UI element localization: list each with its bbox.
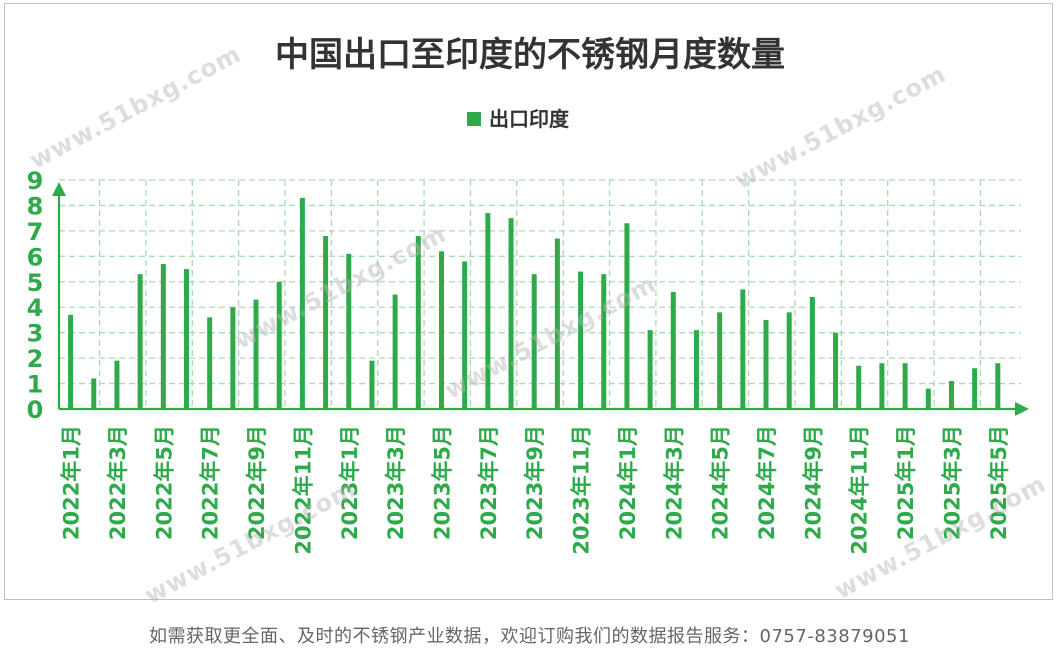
bar (183, 269, 189, 409)
axes (52, 182, 1029, 416)
bar (647, 330, 653, 409)
bar (856, 365, 862, 409)
x-tick-label: 2022年1月 (60, 425, 84, 540)
bar (438, 251, 444, 409)
x-tick-label: 2024年5月 (709, 425, 733, 540)
x-tick-label: 2023年1月 (338, 425, 362, 540)
legend: 出口印度 (467, 107, 570, 131)
bar (740, 289, 746, 409)
bar (531, 274, 537, 409)
x-tick-label: 2022年11月 (291, 425, 315, 555)
bar (972, 368, 978, 409)
bar (601, 274, 607, 409)
y-tick-label: 9 (27, 167, 44, 195)
x-tick-label: 2025年5月 (987, 425, 1011, 540)
bar (508, 218, 514, 409)
x-tick-label: 2022年3月 (106, 425, 130, 540)
bar (323, 235, 329, 409)
bar (485, 213, 491, 409)
bar (925, 388, 931, 409)
bar (763, 319, 769, 409)
bar (230, 307, 236, 409)
bar (369, 360, 375, 409)
bar (902, 363, 908, 409)
bar (462, 261, 468, 409)
legend-label: 出口印度 (489, 107, 570, 131)
x-tick-label: 2022年5月 (152, 425, 176, 540)
bars (68, 197, 1001, 409)
footer-note: 如需获取更全面、及时的不锈钢产业数据，欢迎订购我们的数据报告服务：0757-83… (149, 626, 910, 647)
grid (59, 179, 1021, 409)
x-tick-label: 2025年1月 (894, 425, 918, 540)
bar (786, 312, 792, 409)
bar (879, 363, 885, 409)
y-axis-arrow (52, 182, 66, 196)
bar (554, 238, 560, 409)
bar (276, 281, 282, 409)
bar (578, 271, 584, 409)
x-tick-label: 2025年3月 (940, 425, 964, 540)
bar (948, 381, 954, 409)
x-tick-labels: 2022年1月 2022年3月 2022年5月 2022年7月 2022年9月 2022年… (60, 425, 1011, 555)
x-tick-label: 2023年7月 (477, 425, 501, 540)
y-tick-label: 4 (27, 294, 44, 322)
x-tick-label: 2024年11月 (848, 425, 872, 555)
x-tick-label: 2022年9月 (245, 425, 269, 540)
x-tick-label: 2022年7月 (199, 425, 223, 540)
x-axis-arrow (1015, 402, 1029, 416)
legend-swatch (467, 112, 481, 126)
bar (809, 297, 815, 409)
bar (693, 330, 699, 409)
bar (299, 197, 305, 409)
bar (160, 263, 166, 409)
x-tick-label: 2023年11月 (570, 425, 594, 555)
y-tick-label: 1 (27, 371, 44, 399)
x-tick-label: 2024年3月 (662, 425, 686, 540)
y-tick-label: 6 (27, 243, 44, 271)
bar (346, 253, 352, 409)
bar (68, 314, 74, 409)
y-tick-label: 2 (27, 345, 44, 373)
bar (207, 317, 213, 409)
x-tick-label: 2023年3月 (384, 425, 408, 540)
y-tick-label: 0 (27, 396, 44, 424)
bar (114, 360, 120, 409)
chart-title: 中国出口至印度的不锈钢月度数量 (275, 35, 785, 75)
x-tick-label: 2024年7月 (755, 425, 779, 540)
bar (91, 378, 97, 409)
bar (717, 312, 723, 409)
bar (253, 299, 259, 409)
x-tick-label: 2023年9月 (523, 425, 547, 540)
bar (670, 291, 676, 409)
bar (624, 223, 630, 409)
x-tick-label: 2024年1月 (616, 425, 640, 540)
x-tick-label: 2024年9月 (801, 425, 825, 540)
bar (392, 294, 398, 409)
x-tick-label: 2023年5月 (430, 425, 454, 540)
bar (415, 235, 421, 409)
bar (833, 332, 839, 409)
y-tick-label: 7 (27, 218, 44, 246)
y-tick-label: 3 (27, 320, 44, 348)
y-tick-label: 5 (27, 269, 44, 297)
bar (995, 363, 1001, 409)
bar (137, 274, 143, 409)
y-tick-label: 8 (27, 192, 44, 220)
